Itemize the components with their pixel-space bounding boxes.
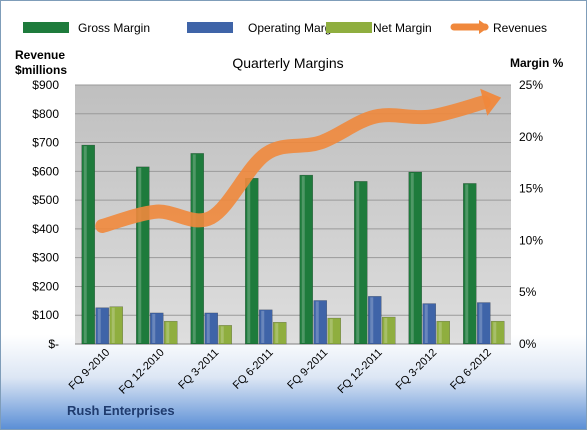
right-tick-label: 5% (519, 285, 537, 299)
right-tick-label: 10% (519, 233, 543, 247)
revenue-line (95, 95, 491, 234)
category-label: FQ 6-2012 (448, 347, 494, 393)
bar-operating-margin (204, 312, 218, 345)
left-tick-label: $600 (32, 164, 59, 178)
right-tick-label: 25% (519, 78, 543, 92)
bar-gross-margin (408, 171, 422, 345)
right-axis-title: Margin % (510, 56, 564, 70)
category-label: FQ 6-2011 (231, 347, 276, 392)
revenue-arrowhead (480, 88, 502, 116)
bar-net-margin (273, 321, 287, 345)
bar-net-margin (218, 325, 232, 345)
category-label: FQ 3-2012 (394, 347, 440, 393)
bar-operating-margin (422, 303, 436, 345)
chart-title: Quarterly Margins (232, 55, 343, 71)
left-tick-label: $300 (32, 251, 59, 265)
bar-highlight (261, 310, 265, 343)
bar-net-margin (109, 306, 123, 345)
legend-label-revenues: Revenues (493, 21, 547, 35)
bar-highlight (83, 146, 87, 343)
bar-highlight (275, 323, 279, 343)
bar-highlight (192, 154, 196, 343)
bar-gross-margin (136, 166, 150, 345)
bar-highlight (424, 304, 428, 343)
left-axis-title-line1: Revenue (15, 48, 65, 62)
left-tick-label: $500 (32, 193, 59, 207)
left-tick-label: $- (48, 337, 59, 351)
right-tick-label: 15% (519, 182, 543, 196)
bar-highlight (410, 173, 414, 343)
legend-label-operating-margin: Operating Margin (248, 21, 341, 35)
legend-swatch-net-margin (326, 22, 372, 33)
bar-net-margin (491, 320, 505, 345)
bar-highlight (329, 319, 333, 343)
bar-highlight (220, 326, 224, 343)
bar-operating-margin (477, 302, 491, 345)
bar-highlight (166, 322, 170, 343)
left-axis-ticks: $- $100 $200 $300 $400 $500 $600 $700 $800 $900 (32, 78, 59, 351)
bar-highlight (301, 176, 305, 343)
bar-highlight (315, 301, 319, 343)
left-axis-title-line2: $millions (15, 63, 67, 77)
bar-highlight (370, 297, 374, 343)
left-tick-label: $700 (32, 136, 59, 150)
legend-arrow-revenues (479, 20, 489, 34)
bar-operating-margin (313, 300, 327, 345)
left-tick-label: $100 (32, 308, 59, 322)
revenue-line-group (95, 88, 502, 234)
bar-highlight (111, 307, 115, 343)
bar-highlight (384, 318, 388, 343)
category-labels: FQ 9-2010 FQ 12-2010 FQ 3-2011 FQ 6-2011 FQ … (67, 347, 494, 397)
category-label: FQ 12-2011 (335, 347, 384, 396)
bar-operating-margin (259, 309, 273, 345)
bar-highlight (465, 184, 469, 343)
bar-gross-margin (190, 153, 204, 345)
legend: Gross Margin Operating Margin Net Margin… (23, 20, 547, 35)
bar-gross-margin (245, 177, 259, 345)
category-label: FQ 12-2010 (117, 347, 167, 397)
category-label: FQ 3-2011 (176, 347, 221, 392)
bar-operating-margin (368, 296, 382, 345)
bar-highlight (247, 179, 251, 343)
bars-group (81, 144, 505, 345)
bar-highlight (479, 303, 483, 343)
left-tick-label: $800 (32, 107, 59, 121)
bar-highlight (206, 313, 210, 343)
bar-gross-margin (299, 174, 313, 345)
legend-label-gross-margin: Gross Margin (78, 21, 150, 35)
bar-net-margin (436, 320, 450, 345)
bar-highlight (438, 322, 442, 343)
bar-operating-margin (150, 312, 164, 345)
bar-highlight (138, 167, 142, 343)
category-label: FQ 9-2011 (285, 347, 330, 392)
bar-highlight (356, 182, 360, 343)
right-tick-label: 20% (519, 130, 543, 144)
legend-swatch-gross-margin (23, 22, 69, 33)
bar-net-margin (382, 316, 396, 345)
left-tick-label: $400 (32, 222, 59, 236)
left-tick-label: $900 (32, 78, 59, 92)
bar-highlight (152, 313, 156, 343)
footer-company-name: Rush Enterprises (67, 403, 175, 418)
bar-gross-margin (463, 183, 477, 345)
bar-gross-margin (81, 144, 95, 345)
bar-highlight (493, 322, 497, 343)
legend-label-net-margin: Net Margin (373, 21, 432, 35)
bar-operating-margin (95, 307, 109, 345)
category-label: FQ 9-2010 (67, 347, 113, 393)
left-tick-label: $200 (32, 279, 59, 293)
right-axis-ticks: 0% 5% 10% 15% 20% 25% (519, 78, 543, 351)
bar-highlight (97, 308, 101, 343)
legend-swatch-operating-margin (187, 22, 233, 33)
bar-net-margin (327, 317, 341, 345)
bar-net-margin (164, 320, 178, 345)
bar-gross-margin (354, 181, 368, 345)
right-tick-label: 0% (519, 337, 537, 351)
